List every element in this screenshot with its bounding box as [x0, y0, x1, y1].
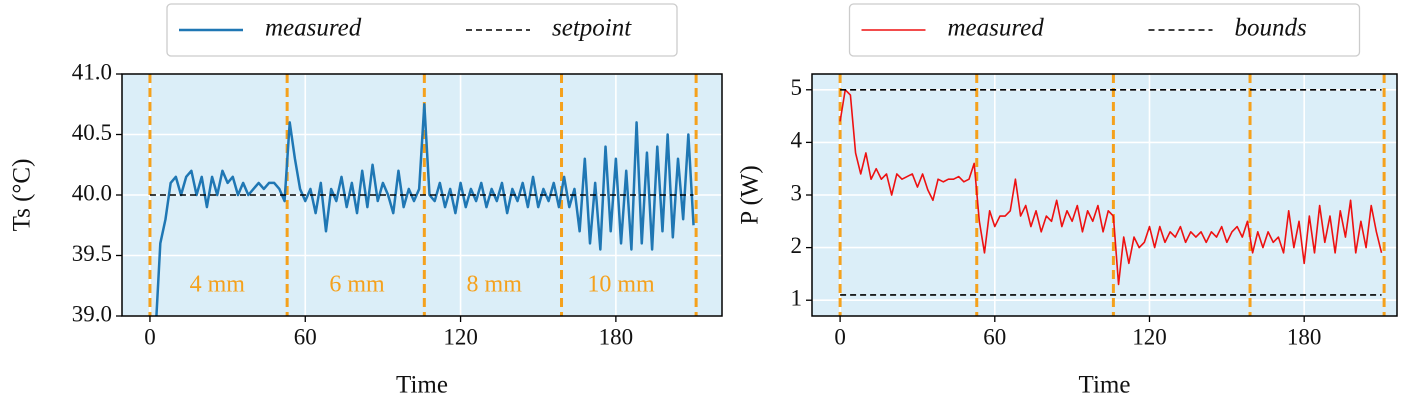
- y-tick-label: 41.0: [72, 59, 112, 84]
- series-line: [839, 88, 1383, 286]
- y-tick-label: 40.5: [72, 120, 112, 145]
- x-tick-label: 120: [443, 324, 478, 349]
- legend-label: measured: [265, 15, 362, 42]
- legend-label: setpoint: [552, 15, 632, 42]
- plot-area: [148, 74, 698, 316]
- y-tick-label: 39.0: [72, 301, 112, 326]
- y-tick-label: 5: [791, 75, 803, 100]
- legend-box: [166, 3, 678, 57]
- series-line: [155, 103, 695, 316]
- x-axis-label: Time: [1079, 372, 1131, 399]
- annotation: 10 mm: [587, 271, 655, 297]
- x-tick-label: 60: [294, 324, 317, 349]
- y-tick-label: 40.0: [72, 180, 112, 205]
- y-axis-label: P (W): [737, 165, 764, 224]
- annotation: 8 mm: [467, 271, 523, 297]
- legend-box: [848, 3, 1361, 57]
- x-tick-label: 60: [983, 324, 1006, 349]
- y-tick-label: 4: [791, 128, 803, 153]
- x-tick-label: 180: [1287, 324, 1322, 349]
- y-tick-label: 39.5: [72, 241, 112, 266]
- y-tick-label: 1: [791, 285, 803, 310]
- annotation: 4 mm: [190, 271, 246, 297]
- legend-label: bounds: [1235, 15, 1307, 42]
- y-tick-label: 2: [791, 233, 803, 258]
- annotation: 6 mm: [329, 271, 385, 297]
- x-tick-label: 120: [1132, 324, 1167, 349]
- legend-label: measured: [948, 15, 1045, 42]
- y-axis-label: Ts (°C): [9, 159, 36, 232]
- plot-area: [838, 74, 1386, 316]
- x-tick-label: 180: [599, 324, 634, 349]
- series-line: [840, 88, 1382, 296]
- x-axis-label: Time: [396, 372, 448, 399]
- x-tick-label: 0: [144, 324, 156, 349]
- y-tick-label: 3: [791, 180, 803, 205]
- x-tick-label: 0: [834, 324, 846, 349]
